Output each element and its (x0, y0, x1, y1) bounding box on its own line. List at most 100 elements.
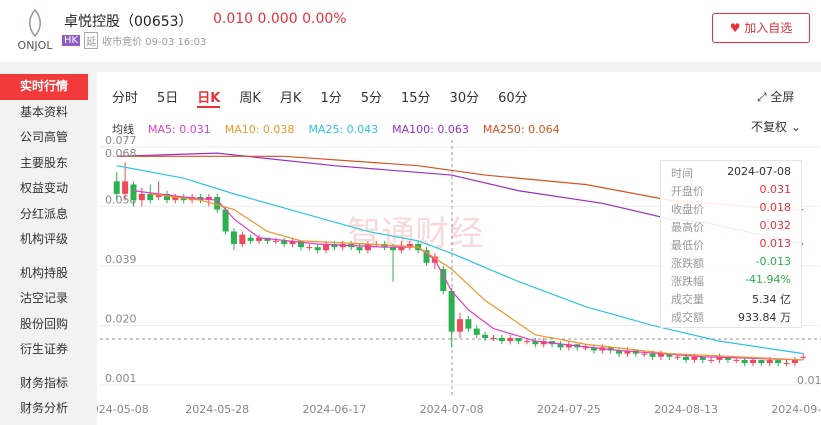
tab[interactable]: 5分 (360, 91, 382, 106)
ma-title: 均线 (112, 123, 134, 136)
menu-item[interactable]: 分红派息 (20, 206, 69, 221)
candle-body (297, 240, 304, 248)
tooltip-row: 成交量 5.34 亿 (661, 289, 801, 307)
fullscreen-label: 全屏 (770, 90, 795, 104)
candle-body (323, 244, 330, 251)
menu-item[interactable]: 实时行情 (0, 74, 88, 100)
candle-body (256, 237, 263, 241)
candle-body (138, 193, 145, 201)
candle-body (113, 181, 120, 194)
tooltip-value: -0.013 (755, 255, 791, 268)
stock-title: 卓悦控股（00653） (64, 14, 193, 30)
menu-item[interactable]: 衍生证券 (20, 342, 69, 356)
candle-body (624, 350, 631, 354)
tooltip-row: 涨跌额 -0.013 (661, 253, 801, 271)
candle-body (641, 353, 648, 355)
tooltip-value: 0.032 (759, 219, 792, 232)
candle-body (540, 341, 547, 345)
tooltip-value: 0.013 (759, 237, 792, 250)
sidebar: 实时行情基本资料公司高管主要股东权益变动分红派息机构评级机构持股沽空记录股份回购… (0, 74, 88, 422)
y-tick-label: 0.020 (105, 312, 137, 325)
menu-item[interactable]: 股份回购 (20, 316, 69, 331)
candle-body (364, 244, 371, 251)
candle-body (306, 247, 313, 249)
candle-body (741, 359, 748, 364)
tooltip-key: 最高价 (671, 221, 704, 234)
x-tick-label: 2024-08-13 (654, 403, 718, 416)
ma-line (150, 193, 804, 361)
tooltip-row: 开盘价 0.031 (661, 181, 801, 199)
x-tick-label: 2024-05-28 (185, 403, 249, 416)
tooltip-row: 涨跌幅 -41.94% (661, 271, 801, 289)
x-tick-label: 2024-07-25 (537, 403, 601, 416)
candle-body (657, 353, 664, 357)
tab[interactable]: 5日 (157, 91, 179, 106)
candle-body (783, 363, 790, 365)
tab[interactable]: 分时 (112, 91, 139, 106)
candle-body (423, 250, 430, 263)
legend-entry: MA100: 0.063 (392, 123, 469, 136)
tooltip-key: 开盘价 (671, 185, 704, 198)
candle-body (457, 319, 463, 332)
menu-item[interactable]: 机构评级 (20, 232, 69, 246)
candle-body (356, 247, 363, 251)
candle-body (590, 347, 597, 351)
ma-line (116, 165, 804, 355)
candle-body (775, 359, 782, 364)
tab[interactable]: 15分 (401, 91, 431, 106)
candle-body (398, 247, 405, 251)
candle-body (616, 350, 623, 354)
x-tick-label: 2024-05-08 (97, 403, 149, 416)
menu-item[interactable]: 财务指标 (20, 375, 69, 390)
adjust-select[interactable]: 不复权 ⌄ (751, 120, 801, 134)
tooltip-key: 最低价 (671, 239, 704, 252)
tooltip-row: 最低价 0.013 (661, 235, 801, 253)
max-annotation: 0.068 (105, 147, 137, 160)
candle-body (649, 353, 656, 357)
candle-body (163, 193, 170, 201)
menu-item[interactable]: 沽空记录 (20, 291, 69, 305)
tab[interactable]: 周K (239, 91, 261, 106)
tab[interactable]: 月K (279, 91, 302, 106)
tabs: 分时 5日 日K 周K 月K 1分 5分 15分 30分 60分 (112, 87, 547, 108)
candle-body (515, 337, 522, 342)
menu-item[interactable]: 财务分析 (20, 401, 69, 415)
candle-body (406, 244, 413, 248)
candle-body (465, 319, 472, 329)
candle-body (758, 359, 765, 364)
tooltip-key: 收盘价 (671, 203, 704, 216)
candle-body (222, 209, 229, 232)
tooltip: 时间 2024-07-08 开盘价 0.031 收盘价 0.018 最高价 0.032 最低价 0… (660, 160, 802, 328)
tab[interactable]: 1分 (320, 91, 342, 106)
tooltip-key: 涨跌额 (671, 257, 704, 270)
tooltip-value: 0.018 (759, 201, 792, 214)
candle-body (314, 247, 321, 251)
menu-item[interactable]: 基本资料 (20, 104, 69, 119)
candle-body (440, 269, 447, 291)
add-watchlist[interactable]: ♥ 加入自选 (712, 13, 810, 43)
menu-item[interactable]: 机构持股 (20, 265, 69, 280)
candle-body (331, 244, 338, 248)
tab[interactable]: 30分 (449, 91, 480, 106)
menu-item[interactable]: 公司高管 (20, 130, 69, 144)
menu-gap (0, 363, 88, 371)
min-annotation: 0.01 (797, 374, 821, 387)
tab[interactable]: 60分 (498, 91, 528, 106)
candle-body (582, 347, 589, 349)
button-label: 加入自选 (744, 21, 793, 35)
tab[interactable]: 日K (197, 87, 221, 108)
candle-body (750, 359, 757, 364)
candle-body (230, 231, 237, 245)
menu-item[interactable]: 主要股东 (20, 155, 69, 170)
tooltip-key: 成交量 (671, 293, 704, 306)
candle-body (490, 337, 497, 339)
candle-body (557, 344, 564, 348)
candle-body (390, 247, 397, 251)
candle-body (473, 328, 480, 335)
logo-text: ONJOL (18, 39, 54, 52)
fullscreen[interactable]: ⤢ 全屏 (757, 90, 795, 104)
candle-body (800, 356, 807, 358)
candle-body (532, 341, 539, 345)
menu-item[interactable]: 权益变动 (20, 181, 69, 195)
